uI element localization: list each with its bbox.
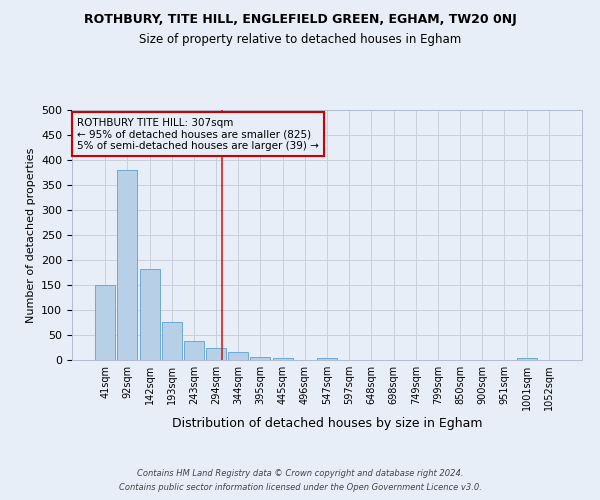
Bar	[118, 170, 137, 360]
Bar	[206, 348, 226, 360]
Bar	[228, 352, 248, 360]
Text: Size of property relative to detached houses in Egham: Size of property relative to detached ho…	[139, 32, 461, 46]
Text: Contains HM Land Registry data © Crown copyright and database right 2024.: Contains HM Land Registry data © Crown c…	[137, 468, 463, 477]
Bar	[250, 356, 271, 360]
Y-axis label: Number of detached properties: Number of detached properties	[26, 148, 35, 322]
Text: Contains public sector information licensed under the Open Government Licence v3: Contains public sector information licen…	[119, 484, 481, 492]
Bar	[184, 341, 204, 360]
Text: ROTHBURY, TITE HILL, ENGLEFIELD GREEN, EGHAM, TW20 0NJ: ROTHBURY, TITE HILL, ENGLEFIELD GREEN, E…	[83, 12, 517, 26]
Bar	[162, 322, 182, 360]
Bar	[272, 358, 293, 360]
Bar	[140, 268, 160, 360]
Bar	[517, 358, 536, 360]
Bar	[317, 358, 337, 360]
X-axis label: Distribution of detached houses by size in Egham: Distribution of detached houses by size …	[172, 418, 482, 430]
Bar	[95, 285, 115, 360]
Text: ROTHBURY TITE HILL: 307sqm
← 95% of detached houses are smaller (825)
5% of semi: ROTHBURY TITE HILL: 307sqm ← 95% of deta…	[77, 118, 319, 150]
